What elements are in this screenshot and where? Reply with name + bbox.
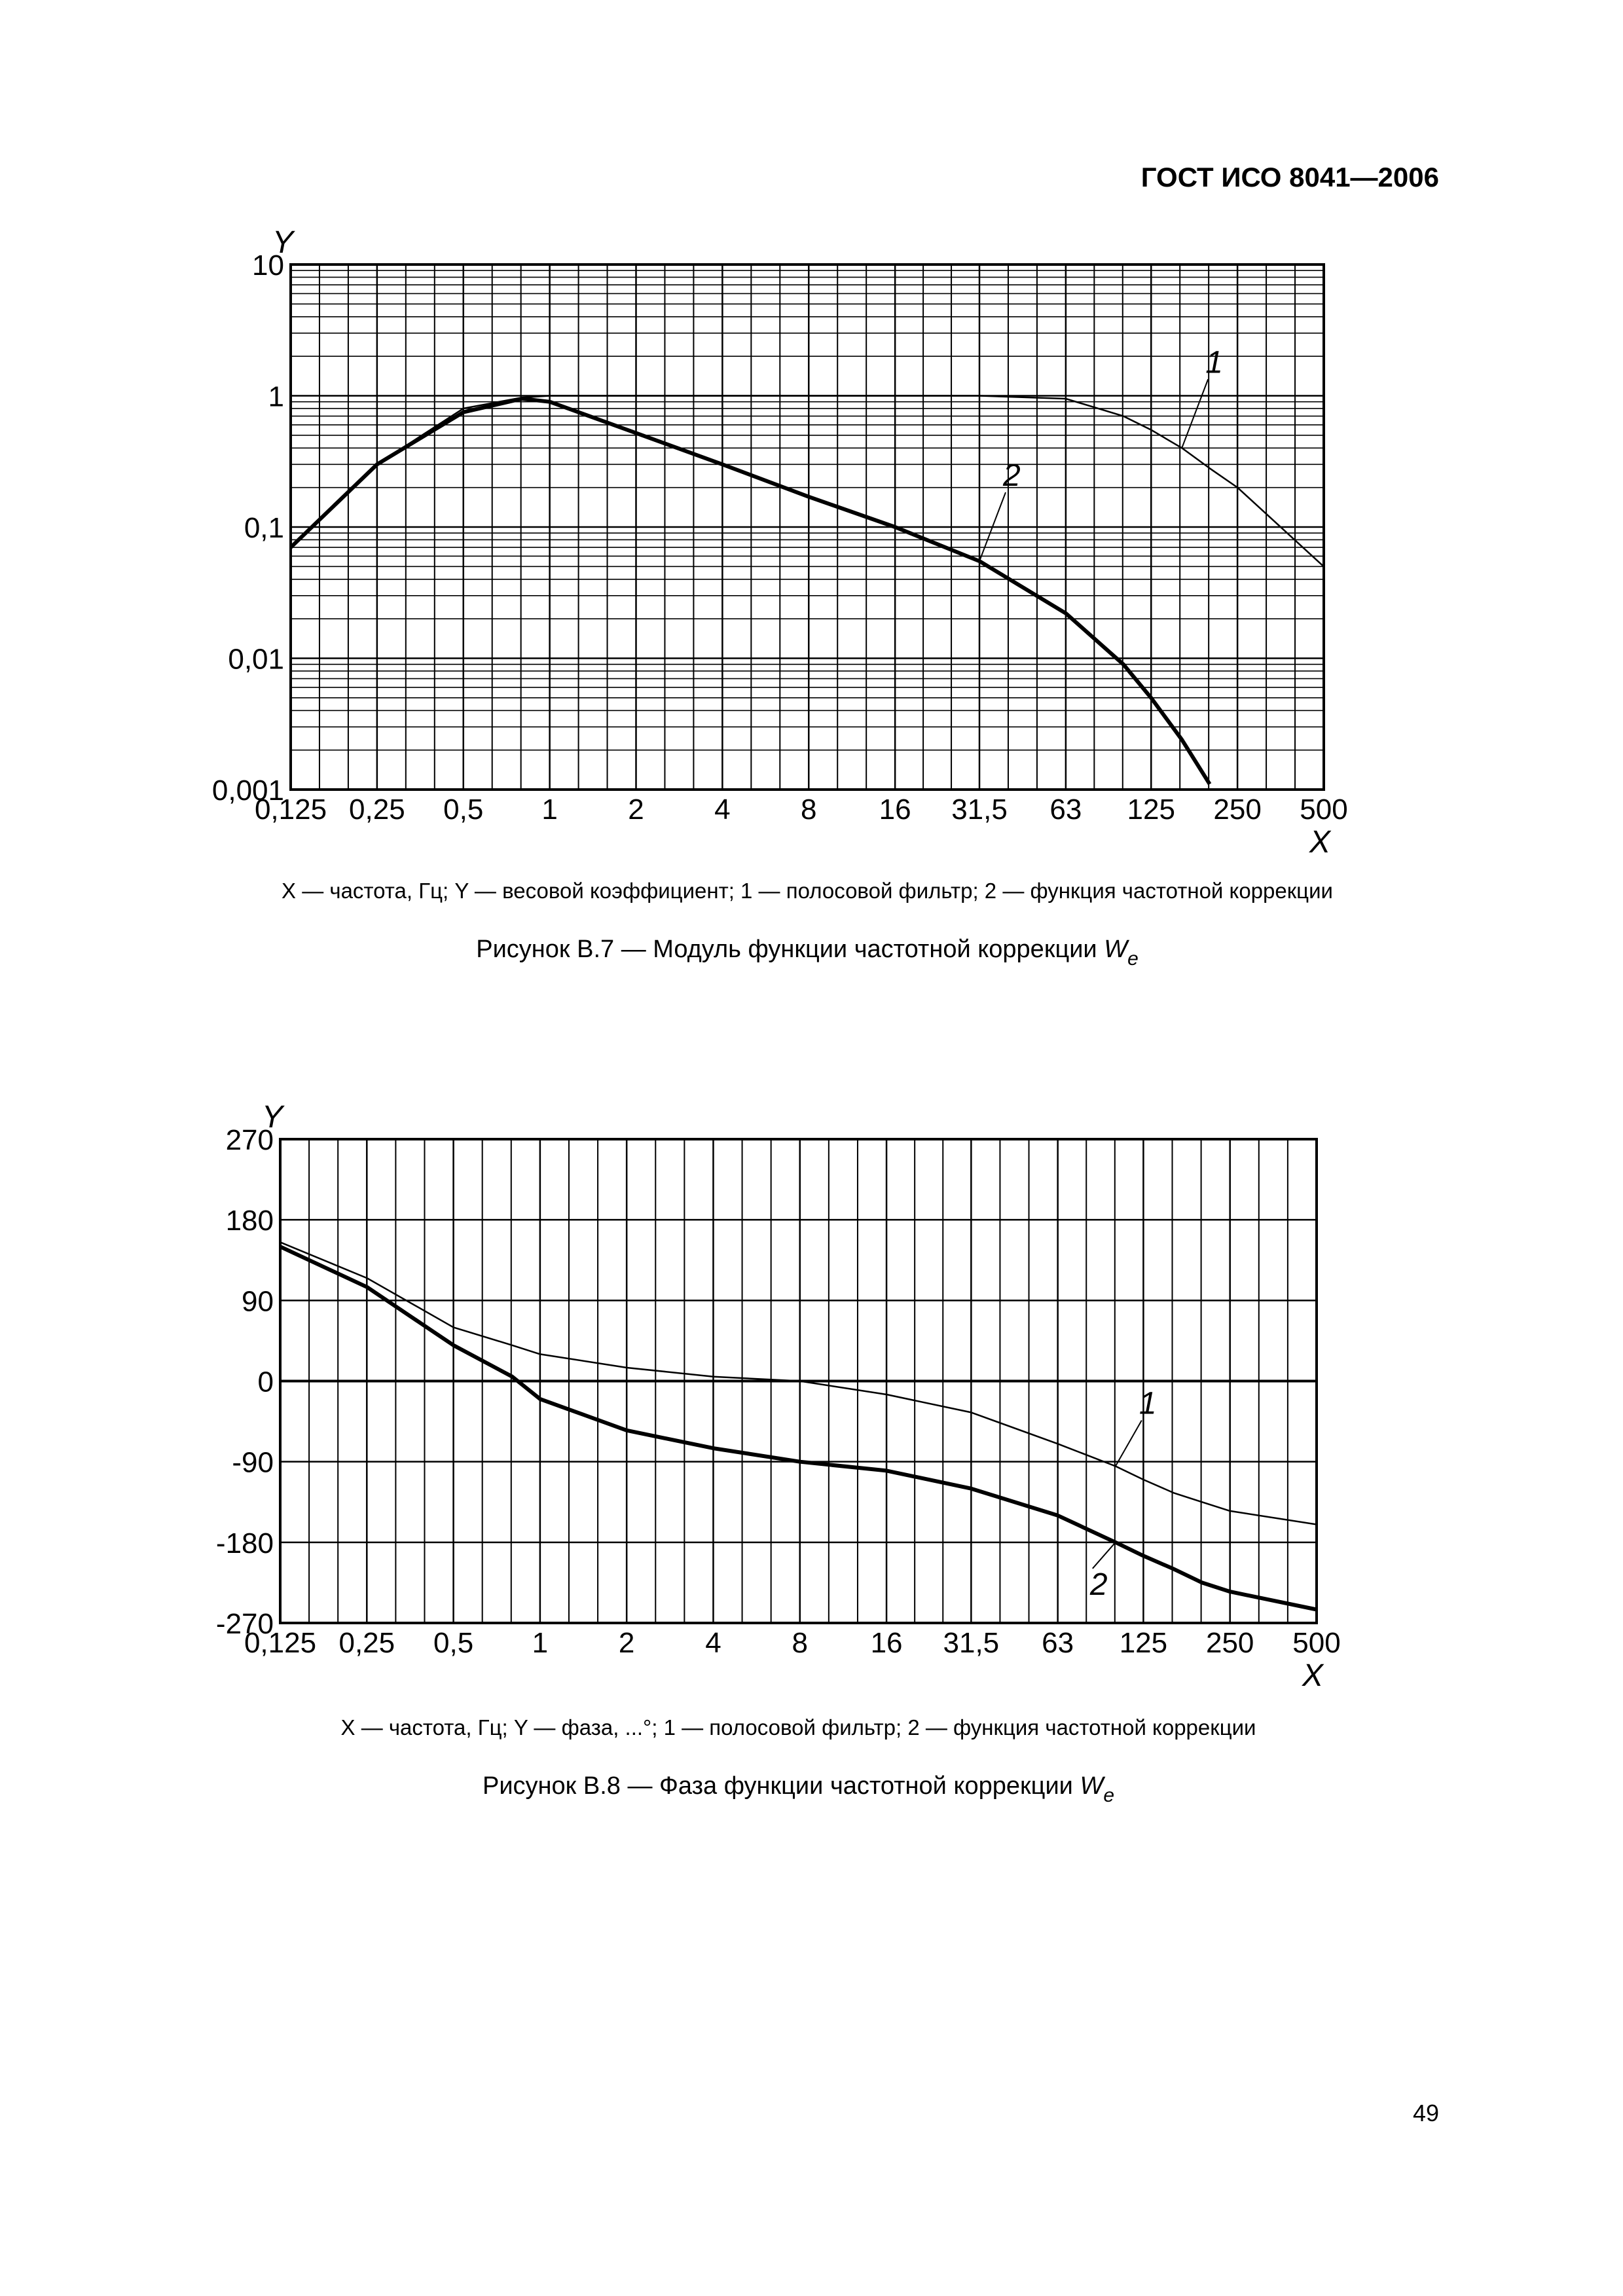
x-tick-label: 63 <box>1049 793 1082 826</box>
y-tick-label: 0,001 <box>212 774 284 807</box>
figure-note: X — частота, Гц; Y — фаза, ...°; 1 — пол… <box>341 1715 1256 1740</box>
caption-subscript: e <box>1103 1785 1114 1806</box>
series-label: 1 <box>1205 345 1223 380</box>
leader-line <box>1092 1542 1116 1569</box>
x-tick-label: 4 <box>714 793 730 826</box>
y-tick-label: -180 <box>216 1527 274 1559</box>
x-tick-label: 4 <box>705 1627 721 1659</box>
x-axis-label: X <box>1302 1658 1324 1693</box>
leader-line <box>1114 1420 1142 1467</box>
x-tick-label: 125 <box>1120 1627 1167 1659</box>
series-line <box>291 395 1324 568</box>
x-tick-label: 0,125 <box>244 1627 316 1659</box>
y-tick-label: 0,01 <box>228 644 284 676</box>
y-axis-label: Y <box>272 225 295 260</box>
caption-text: Рисунок В.8 — Фаза функции частотной кор… <box>483 1772 1080 1800</box>
y-tick-label: 0,1 <box>244 512 284 544</box>
x-tick-label: 0,25 <box>338 1627 395 1659</box>
plot-frame <box>279 1138 1318 1624</box>
x-tick-label: 250 <box>1213 793 1261 826</box>
series-line <box>280 1241 1317 1525</box>
figure-caption: Рисунок В.7 — Модуль функции частотной к… <box>476 936 1139 970</box>
y-tick-label: 0 <box>258 1366 274 1398</box>
y-tick-label: 1 <box>268 381 284 413</box>
caption-symbol: W <box>1080 1772 1105 1800</box>
figure-note: X — частота, Гц; Y — весовой коэффициент… <box>282 879 1333 903</box>
x-axis-label: X <box>1309 825 1332 860</box>
y-tick-label: 180 <box>226 1205 274 1237</box>
plot-frame <box>289 263 1325 791</box>
caption-subscript: e <box>1127 948 1139 970</box>
x-tick-label: 0,125 <box>255 793 327 826</box>
x-tick-label: 8 <box>801 793 816 826</box>
x-tick-label: 16 <box>879 793 911 826</box>
series-label: 2 <box>1089 1567 1108 1602</box>
x-tick-label: 31,5 <box>951 793 1008 826</box>
x-tick-label: 500 <box>1300 793 1347 826</box>
x-tick-label: 500 <box>1292 1627 1340 1659</box>
chart: 0,125 0,25 0,5 1 2 4 8 16 31,5 63 125 250 500 -270 -18… <box>216 1100 1341 1806</box>
chart: 0,125 0,25 0,5 1 2 4 8 16 31,5 63 125 250 500 0,001 0,… <box>212 225 1348 970</box>
caption-text: Рисунок В.7 — Модуль функции частотной к… <box>476 936 1104 963</box>
y-tick-label: 270 <box>226 1124 274 1156</box>
x-tick-label: 125 <box>1127 793 1175 826</box>
x-tick-label: 1 <box>541 793 557 826</box>
caption-symbol: W <box>1104 936 1129 963</box>
x-tick-label: 2 <box>628 793 644 826</box>
x-tick-label: 31,5 <box>943 1627 1000 1659</box>
y-tick-label: -270 <box>216 1608 274 1640</box>
page-number: 49 <box>1413 2100 1439 2126</box>
y-tick-label: -90 <box>232 1447 274 1479</box>
y-axis-label: Y <box>262 1100 285 1135</box>
x-tick-label: 63 <box>1042 1627 1074 1659</box>
x-tick-label: 0,25 <box>349 793 405 826</box>
series-label: 2 <box>1002 458 1021 493</box>
x-tick-label: 0,5 <box>443 793 483 826</box>
leader-line <box>1181 378 1209 448</box>
y-tick-label: 10 <box>252 249 284 282</box>
x-tick-label: 8 <box>792 1627 808 1659</box>
series-line <box>280 1245 1317 1612</box>
figure-caption: Рисунок В.8 — Фаза функции частотной кор… <box>483 1772 1114 1806</box>
x-tick-label: 16 <box>871 1627 903 1659</box>
series-label: 1 <box>1139 1387 1157 1421</box>
x-tick-label: 250 <box>1206 1627 1254 1659</box>
y-tick-label: 90 <box>242 1285 274 1317</box>
leader-line <box>979 492 1006 562</box>
x-tick-label: 0,5 <box>433 1627 473 1659</box>
series-line <box>291 397 1212 786</box>
header: ГОСТ ИСО 8041—2006 <box>1141 162 1439 192</box>
x-tick-label: 1 <box>532 1627 548 1659</box>
x-tick-label: 2 <box>619 1627 634 1659</box>
